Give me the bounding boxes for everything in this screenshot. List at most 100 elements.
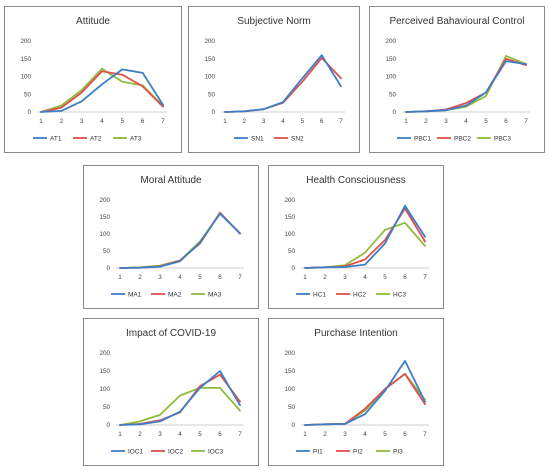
y-tick-label: 100 (284, 231, 295, 238)
y-tick-label: 100 (20, 74, 31, 81)
legend-label: PI3 (393, 448, 403, 455)
y-tick-label: 50 (103, 248, 111, 255)
x-tick-label: 7 (524, 118, 528, 125)
x-tick-label: 6 (218, 431, 222, 438)
y-tick-label: 200 (385, 38, 396, 45)
chart-title: Attitude (76, 16, 110, 27)
x-tick-label: 6 (403, 274, 407, 281)
line-chart: Perceived Bahavioural Control 0 50 100 150 20… (385, 16, 530, 142)
y-tick-label: 150 (20, 56, 31, 63)
y-tick-label: 100 (99, 386, 110, 393)
x-tick-label: 5 (484, 118, 488, 125)
y-tick-label: 50 (208, 91, 216, 98)
legend-label: PI2 (353, 448, 363, 455)
x-tick-label: 5 (198, 274, 202, 281)
series-line-pi2 (304, 373, 426, 426)
y-tick-label: 0 (106, 265, 110, 272)
y-tick-label: 100 (204, 74, 215, 81)
chart-panel-subjective-norm: Subjective Norm 0 50 100 150 200 1 2 3 4 5 6 7 SN1 SN2 (188, 6, 360, 153)
legend-label: PBC2 (454, 135, 471, 142)
legend-label: MA2 (168, 291, 182, 298)
series-line-ioc2 (119, 373, 241, 426)
series-line-pbc2 (405, 57, 527, 113)
x-tick-label: 1 (303, 274, 307, 281)
line-chart: Impact of COVID-19 0 50 100 150 200 1 2 3 4 5 6 7 IOC… (99, 328, 244, 455)
x-tick-label: 6 (403, 431, 407, 438)
legend-label: IOC3 (208, 448, 224, 455)
y-tick-label: 150 (204, 56, 215, 63)
series-line-ma1 (119, 212, 241, 269)
y-tick-label: 0 (106, 422, 110, 429)
legend-label: AT2 (90, 135, 102, 142)
series-line-pbc1 (405, 60, 527, 113)
line-chart: Subjective Norm 0 50 100 150 200 1 2 3 4 5 6 7 SN1 SN2 (204, 16, 345, 142)
x-tick-label: 4 (281, 118, 285, 125)
y-tick-label: 50 (288, 248, 296, 255)
y-tick-label: 0 (211, 109, 215, 116)
legend-label: IOC1 (128, 448, 144, 455)
y-tick-label: 100 (99, 231, 110, 238)
x-tick-label: 7 (339, 118, 343, 125)
chart-panel-impact-of-covid-19: Impact of COVID-19 0 50 100 150 200 1 2 3 4 5 6 7 IOC… (83, 318, 259, 466)
legend-label: SN1 (251, 135, 264, 142)
x-tick-label: 2 (138, 274, 142, 281)
y-tick-label: 150 (99, 214, 110, 221)
chart-panel-attitude: Attitude 0 50 100 150 200 1 2 3 4 5 6 7 AT1 AT2 AT3 (4, 6, 182, 153)
chart-title: Purchase Intention (314, 328, 397, 339)
x-tick-label: 7 (161, 118, 165, 125)
legend-label: HC3 (393, 291, 406, 298)
chart-panel-perceived-behavioural-control: Perceived Bahavioural Control 0 50 100 150 20… (369, 6, 545, 153)
series-line-ioc3 (119, 387, 241, 426)
series-line-at2 (40, 70, 164, 113)
legend-label: AT1 (50, 135, 62, 142)
x-tick-label: 6 (141, 118, 145, 125)
x-tick-label: 1 (303, 431, 307, 438)
x-tick-label: 2 (323, 431, 327, 438)
legend-label: IOC2 (168, 448, 184, 455)
series-line-pi1 (304, 360, 426, 426)
legend-label: HC2 (353, 291, 366, 298)
x-tick-label: 2 (138, 431, 142, 438)
legend-label: PBC3 (494, 135, 511, 142)
x-tick-label: 1 (404, 118, 408, 125)
x-tick-label: 6 (218, 274, 222, 281)
y-tick-label: 200 (99, 197, 110, 204)
y-tick-label: 100 (385, 74, 396, 81)
legend-label: SN2 (291, 135, 304, 142)
series-line-sn2 (224, 57, 342, 113)
series-line-pi3 (304, 373, 426, 426)
x-tick-label: 2 (243, 118, 247, 125)
legend-label: PBC1 (414, 135, 431, 142)
chart-title: Subjective Norm (237, 16, 310, 27)
legend-label: MA3 (208, 291, 222, 298)
y-tick-label: 0 (392, 109, 396, 116)
series-line-at1 (40, 68, 164, 113)
y-tick-label: 200 (284, 350, 295, 357)
x-tick-label: 7 (423, 431, 427, 438)
y-tick-label: 100 (284, 386, 295, 393)
series-line-hc3 (304, 221, 426, 269)
x-tick-label: 5 (383, 431, 387, 438)
line-chart: Health Consciousness 0 50 100 150 200 1 2 3 4 5 6 7 H… (284, 175, 429, 298)
x-tick-label: 3 (262, 118, 266, 125)
chart-panel-purchase-intention: Purchase Intention 0 50 100 150 200 1 2 3 4 5 6 7 PI1… (268, 318, 444, 466)
y-tick-label: 200 (20, 38, 31, 45)
line-chart: Purchase Intention 0 50 100 150 200 1 2 3 4 5 6 7 PI1… (284, 328, 429, 455)
x-tick-label: 5 (198, 431, 202, 438)
x-tick-label: 2 (60, 118, 64, 125)
legend-label: PI1 (313, 448, 323, 455)
chart-title: Health Consciousness (306, 175, 406, 186)
x-tick-label: 4 (363, 274, 367, 281)
series-line-hc2 (304, 207, 426, 269)
chart-title: Moral Attitude (140, 175, 202, 186)
x-tick-label: 3 (343, 431, 347, 438)
x-tick-label: 5 (121, 118, 125, 125)
x-tick-label: 2 (323, 274, 327, 281)
x-tick-label: 4 (100, 118, 104, 125)
line-chart: Attitude 0 50 100 150 200 1 2 3 4 5 6 7 AT1 AT2 AT3 (20, 16, 167, 142)
x-tick-label: 3 (343, 274, 347, 281)
line-chart: Moral Attitude 0 50 100 150 200 1 2 3 4 5 6 7 MA1 MA2 M… (99, 175, 244, 298)
legend-label: AT3 (130, 135, 142, 142)
chart-title: Impact of COVID-19 (126, 328, 216, 339)
y-tick-label: 0 (27, 109, 31, 116)
